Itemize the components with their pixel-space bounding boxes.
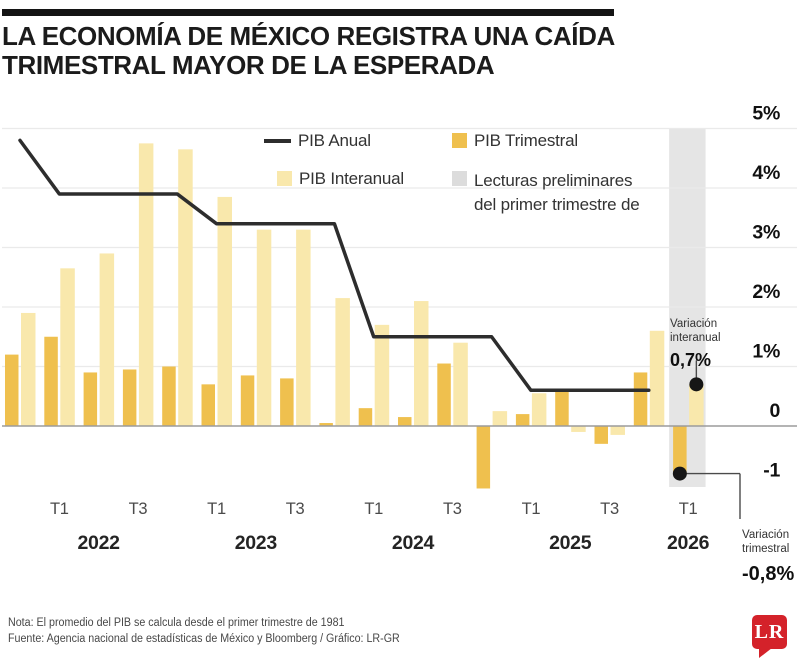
- bar-trimestral-T3 2022: [122, 369, 137, 426]
- bar-interanual-T3 2023: [296, 229, 311, 426]
- legend-label: PIB Trimestral: [474, 131, 578, 150]
- y-tick-1%: 1%: [752, 341, 780, 363]
- x-tick-T3 2025: T3: [600, 500, 619, 518]
- pib-interanual-swatch: [277, 171, 292, 186]
- lecturas-swatch: [452, 171, 467, 186]
- bar-interanual-T1 2025: [531, 393, 547, 426]
- top-rule: [2, 9, 614, 16]
- bar-trimestral-T3 2025: [594, 426, 608, 444]
- x-tick-T1 2024: T1: [364, 500, 383, 518]
- legend-item-lecturas-preliminares: Lecturas preliminares del primer trimest…: [452, 169, 642, 217]
- bar-interanual-T1 2026: [689, 384, 704, 426]
- x-tick-T1 2026: T1: [679, 500, 698, 518]
- legend-label: PIB Interanual: [299, 169, 404, 188]
- legend-item-pib-trimestral: PIB Trimestral: [452, 131, 578, 151]
- annotation-value: -0,8%: [742, 563, 795, 585]
- bar-interanual-T4 2022: [178, 149, 193, 426]
- year-label-2025: 2025: [549, 532, 592, 554]
- y-tick-0: 0: [769, 400, 780, 422]
- bar-interanual-T4 2024: [492, 411, 508, 426]
- year-label-2026: 2026: [667, 532, 710, 554]
- bar-trimestral-T4 2021: [5, 354, 19, 426]
- legend-item-pib-anual: PIB Anual: [264, 131, 371, 151]
- title-line-1: LA ECONOMÍA DE MÉXICO REGISTRA UNA CAÍDA: [2, 21, 615, 51]
- x-tick-T1 2023: T1: [207, 500, 226, 518]
- annotation-text: Variación: [670, 318, 718, 330]
- bar-trimestral-T2 2022: [83, 372, 98, 426]
- trimestral-dot: [672, 466, 687, 481]
- x-tick-T1 2022: T1: [50, 500, 69, 518]
- bar-trimestral-T3 2023: [280, 378, 294, 426]
- year-label-2023: 2023: [235, 532, 278, 554]
- bar-interanual-T2 2022: [99, 253, 115, 426]
- annotation-variacion-trimestral: Variación trimestral -0,8%: [742, 528, 794, 586]
- year-label-2022: 2022: [78, 532, 121, 554]
- interanual-dot: [689, 377, 704, 392]
- bar-trimestral-T1 2023: [201, 384, 215, 426]
- bar-trimestral-T1 2026: [673, 426, 687, 474]
- year-label-2024: 2024: [392, 532, 435, 554]
- bar-trimestral-T4 2023: [319, 423, 333, 426]
- bar-interanual-T3 2024: [453, 342, 468, 426]
- bar-trimestral-T3 2024: [437, 363, 451, 426]
- x-tick-T3 2023: T3: [286, 500, 305, 518]
- annotation-text: Variación: [742, 529, 790, 541]
- y-tick--1: -1: [763, 460, 780, 482]
- x-tick-T1 2025: T1: [522, 500, 541, 518]
- bar-trimestral-T2 2023: [240, 375, 255, 426]
- bar-interanual-T2 2025: [571, 426, 586, 432]
- bar-trimestral-T1 2025: [515, 414, 530, 426]
- bar-interanual-T1 2022: [60, 268, 75, 426]
- y-tick-2%: 2%: [752, 281, 780, 303]
- lr-logo: LR: [752, 615, 787, 658]
- bar-interanual-T1 2024: [374, 324, 390, 426]
- annotation-text: trimestral: [742, 543, 790, 555]
- legend-label: PIB Anual: [298, 131, 371, 150]
- bar-interanual-T4 2025: [649, 330, 665, 426]
- y-tick-3%: 3%: [752, 222, 780, 244]
- pib-anual-line: [18, 138, 651, 393]
- bar-interanual-T2 2023: [256, 229, 272, 426]
- bar-trimestral-T4 2025: [633, 372, 648, 426]
- legend-item-pib-interanual: PIB Interanual: [277, 169, 404, 189]
- footer-nota: Nota: El promedio del PIB se calcula des…: [8, 617, 345, 629]
- annotation-value: 0,7%: [670, 350, 712, 370]
- bar-trimestral-T2 2025: [555, 390, 569, 426]
- footer: Nota: El promedio del PIB se calcula des…: [8, 616, 400, 647]
- bar-interanual-T1 2023: [217, 196, 232, 426]
- y-tick-5%: 5%: [752, 103, 780, 125]
- lr-logo-text: LR: [754, 621, 785, 643]
- bar-interanual-T2 2024: [414, 301, 429, 426]
- legend-label: Lecturas preliminares del primer trimest…: [474, 171, 640, 214]
- annotation-text: interanual: [670, 332, 721, 344]
- page-title: LA ECONOMÍA DE MÉXICO REGISTRA UNA CAÍDA…: [2, 22, 642, 80]
- pib-anual-line-swatch: [264, 139, 291, 143]
- annotation-variacion-interanual: Variación interanual 0,7%: [670, 317, 721, 371]
- bar-interanual-T3 2022: [138, 143, 154, 426]
- pib-trimestral-swatch: [452, 133, 467, 148]
- bar-interanual-T3 2025: [610, 426, 625, 435]
- bar-interanual-T4 2021: [21, 312, 36, 426]
- x-tick-T3 2024: T3: [443, 500, 462, 518]
- bar-trimestral-T1 2024: [358, 408, 373, 426]
- x-tick-T3 2022: T3: [129, 500, 148, 518]
- bar-interanual-T4 2023: [335, 298, 350, 426]
- bar-trimestral-T4 2022: [162, 366, 176, 426]
- bar-trimestral-T4 2024: [476, 426, 491, 489]
- footer-fuente: Fuente: Agencia nacional de estadísticas…: [8, 632, 400, 645]
- y-tick-4%: 4%: [752, 162, 780, 184]
- bar-trimestral-T2 2024: [398, 417, 412, 426]
- title-line-2: TRIMESTRAL MAYOR DE LA ESPERADA: [2, 50, 495, 80]
- bar-trimestral-T1 2022: [44, 336, 58, 426]
